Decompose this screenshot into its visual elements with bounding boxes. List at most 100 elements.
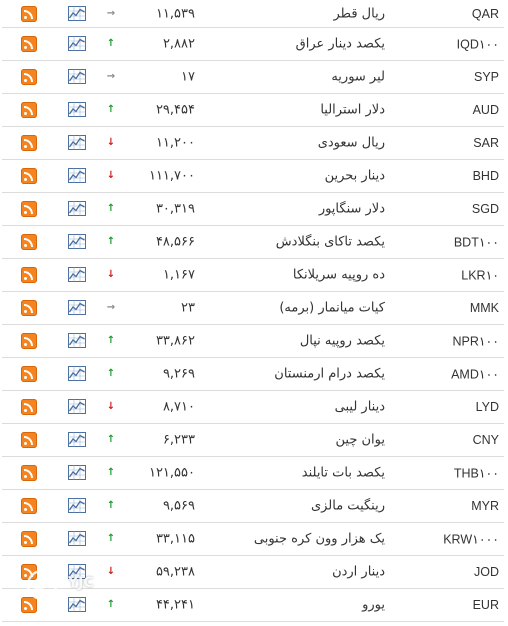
rss-feed-icon[interactable] [21, 531, 37, 547]
rate-value: ۳۳,۸۶۲ [155, 333, 195, 349]
rate-value: ۱۷ [181, 69, 195, 85]
rss-feed-icon[interactable] [21, 102, 37, 118]
rate-value: ۲۹,۴۵۴ [155, 102, 195, 118]
currency-code: SAR [473, 136, 499, 150]
rss-feed-icon[interactable] [21, 267, 37, 283]
chart-icon[interactable] [68, 597, 86, 612]
table-row: ↓ ۸,۷۱۰ دینار لیبی LYD [2, 391, 504, 424]
chart-icon[interactable] [68, 201, 86, 216]
currency-name: دینار لیبی [334, 399, 385, 415]
currency-code: LKR۱۰ [461, 268, 499, 283]
arrow-up-icon: ↑ [106, 533, 116, 544]
currency-name: ریال قطر [333, 6, 386, 21]
rss-feed-icon[interactable] [21, 597, 37, 613]
table-row: ↑ ۶,۲۳۳ یوان چین CNY [2, 424, 504, 457]
rss-feed-icon[interactable] [21, 399, 37, 415]
table-row: ↓ ۱,۱۶۷ ده روپیه سریلانکا LKR۱۰ [2, 259, 504, 292]
currency-code: AMD۱۰۰ [451, 367, 499, 382]
currency-code: SGD [471, 202, 499, 216]
rate-value: ۸,۷۱۰ [162, 399, 195, 415]
rss-feed-icon[interactable] [21, 168, 37, 184]
arrow-up-icon: ↑ [106, 335, 116, 346]
chart-icon[interactable] [68, 102, 86, 117]
rate-value: ۹,۲۶۹ [162, 366, 195, 382]
rss-feed-icon[interactable] [21, 36, 37, 52]
chart-icon[interactable] [68, 168, 86, 183]
chart-icon[interactable] [68, 399, 86, 414]
chart-icon[interactable] [68, 366, 86, 381]
arrow-up-icon: ↑ [106, 467, 116, 478]
arrow-down-icon: ↓ [106, 401, 116, 412]
rss-feed-icon[interactable] [21, 201, 37, 217]
chart-icon[interactable] [68, 531, 86, 546]
table-row: ↑ ۳۳,۱۱۵ یک هزار وون کره جنوبی KRW۱۰۰۰ [2, 523, 504, 556]
rate-value: ۳۳,۱۱۵ [155, 531, 195, 547]
arrow-right-icon: → [106, 302, 116, 313]
currency-code: AUD [472, 103, 499, 117]
arrow-down-icon: ↓ [106, 170, 116, 181]
currency-code: THB۱۰۰ [453, 466, 499, 481]
rss-feed-icon[interactable] [21, 498, 37, 514]
chart-icon[interactable] [68, 300, 86, 315]
currency-code: QAR [471, 6, 499, 21]
rss-feed-icon[interactable] [21, 432, 37, 448]
arrow-up-icon: ↑ [106, 368, 116, 379]
currency-code: EUR [472, 598, 499, 612]
arrow-up-icon: ↑ [106, 38, 116, 49]
arrow-down-icon: ↓ [106, 269, 116, 280]
chart-icon[interactable] [68, 69, 86, 84]
rss-feed-icon[interactable] [21, 300, 37, 316]
currency-name: ده روپیه سریلانکا [292, 267, 385, 283]
rate-value: ۹,۵۶۹ [162, 498, 195, 514]
table-row: ↑ ۴۴,۲۴۱ یورو EUR [2, 589, 504, 622]
rss-feed-icon[interactable] [21, 5, 37, 22]
chart-icon[interactable] [68, 234, 86, 249]
currency-name: دلار سنگاپور [318, 201, 385, 217]
arrow-up-icon: ↑ [106, 203, 116, 214]
chart-icon[interactable] [68, 5, 86, 21]
arrow-up-icon: ↑ [106, 236, 116, 247]
rss-feed-icon[interactable] [21, 465, 37, 481]
rate-value: ۴۴,۲۴۱ [155, 597, 195, 613]
arrow-down-icon: ↓ [106, 137, 116, 148]
currency-code: MYR [471, 499, 499, 513]
rss-feed-icon[interactable] [21, 69, 37, 85]
currency-name: یک هزار وون کره جنوبی [253, 531, 385, 547]
currency-name: دینار اردن [332, 564, 385, 580]
rate-value: ۱۱,۵۳۹ [155, 6, 195, 21]
chart-icon[interactable] [68, 333, 86, 348]
chart-icon[interactable] [68, 465, 86, 480]
currency-code: JOD [474, 565, 499, 579]
currency-name: لیر سوریه [331, 69, 385, 85]
currency-name: یوان چین [335, 432, 385, 448]
rss-feed-icon[interactable] [21, 135, 37, 151]
table-row: ↑ ۹,۲۶۹ یکصد درام ارمنستان AMD۱۰۰ [2, 358, 504, 391]
table-row: ↑ ۱۲۱,۵۵۰ یکصد بات تایلند THB۱۰۰ [2, 457, 504, 490]
rss-feed-icon[interactable] [21, 234, 37, 250]
rss-feed-icon[interactable] [21, 564, 37, 580]
rate-value: ۳۰,۳۱۹ [155, 201, 195, 217]
chart-icon[interactable] [68, 267, 86, 282]
currency-name: دلار استرالیا [320, 102, 385, 118]
table-row: ↑ ۲,۸۸۲ یکصد دینار عراق IQD۱۰۰ [2, 28, 504, 61]
table-row: → ۲۳ کیات میانمار (برمه) MMK [2, 292, 504, 325]
arrow-up-icon: ↑ [106, 434, 116, 445]
arrow-up-icon: ↑ [106, 599, 116, 610]
arrow-right-icon: → [106, 7, 116, 19]
rss-feed-icon[interactable] [21, 333, 37, 349]
currency-name: یکصد دینار عراق [295, 36, 385, 52]
chart-icon[interactable] [68, 432, 86, 447]
chart-icon[interactable] [68, 36, 86, 51]
chart-icon[interactable] [68, 564, 86, 579]
table-row: ↓ ۱۱,۲۰۰ ریال سعودی SAR [2, 127, 504, 160]
currency-name: ریال سعودی [317, 135, 385, 151]
rss-feed-icon[interactable] [21, 366, 37, 382]
table-row: ↑ ۹,۵۶۹ رینگیت مالزی MYR [2, 490, 504, 523]
rate-value: ۵۹,۲۳۸ [155, 564, 195, 580]
currency-name: یکصد روپیه نپال [299, 333, 385, 349]
chart-icon[interactable] [68, 498, 86, 513]
currency-name: دینار بحرین [324, 168, 385, 184]
currency-code: MMK [469, 301, 499, 315]
chart-icon[interactable] [68, 135, 86, 150]
currency-name: رینگیت مالزی [310, 498, 385, 514]
